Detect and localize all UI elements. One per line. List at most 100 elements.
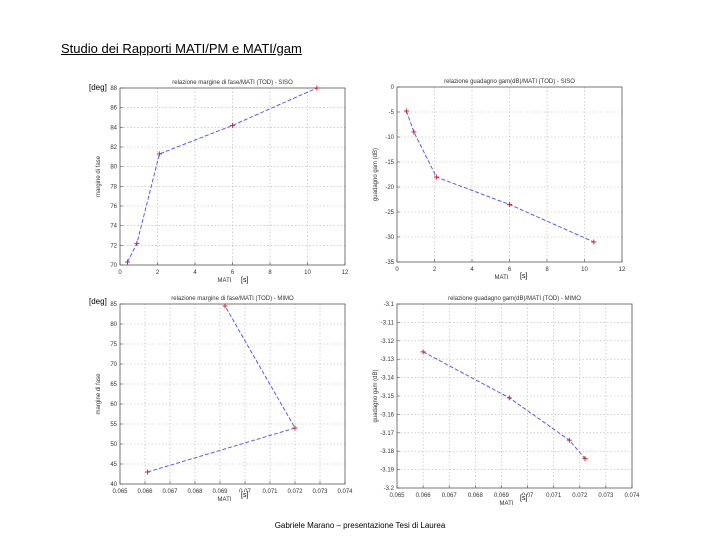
x-tick-label: 0.068 — [468, 493, 484, 499]
x-tick-label: 6 — [508, 267, 512, 273]
x-tick-label: 0.071 — [262, 489, 278, 495]
data-point-marker — [145, 469, 150, 475]
x-tick-label: 0.066 — [416, 493, 432, 499]
x-tick-label: 0.072 — [287, 489, 303, 495]
x-tick-label: 0.067 — [162, 489, 178, 495]
x-tick-label: 8 — [268, 270, 272, 276]
y-tick-label: -3.17 — [380, 431, 394, 437]
y-tick-label: -3.12 — [380, 339, 394, 345]
y-tick-label: 70 — [110, 362, 117, 368]
x-tick-label: 0.065 — [389, 493, 405, 499]
chart-title: relazione margine di fase/MATI (TOD) - M… — [171, 296, 294, 302]
y-tick-label: 86 — [110, 106, 117, 112]
x-tick-label: 6 — [231, 270, 235, 276]
y-tick-label: 74 — [110, 224, 117, 230]
y-tick-label: -10 — [385, 135, 394, 141]
deg-unit-tag-bottom: [deg] — [89, 297, 107, 306]
chart-title: relazione guadagno gam(dB)/MATI (TOD) - … — [444, 79, 575, 85]
y-tick-label: 40 — [110, 482, 117, 488]
x-axis-label: MATI — [500, 501, 514, 507]
data-point-marker — [292, 425, 298, 431]
y-tick-label: 76 — [110, 204, 117, 210]
y-tick-label: 75 — [110, 342, 117, 348]
x-tick-label: 0.065 — [112, 489, 128, 495]
x-tick-label: 0.074 — [624, 493, 640, 499]
x-tick-label: 0.068 — [187, 489, 203, 495]
x-tick-label: 10 — [304, 270, 311, 276]
y-axis-label: guadagno gam (dB) — [373, 369, 379, 422]
data-point-marker — [591, 239, 597, 245]
data-point-marker — [134, 240, 140, 246]
x-tick-label: 0.073 — [312, 489, 328, 495]
y-tick-label: 0 — [391, 85, 395, 91]
slide-title: Studio dei Rapporti MATI/PM e MATI/gam — [61, 41, 302, 56]
data-point-marker — [582, 456, 588, 462]
y-tick-label: -3.11 — [381, 320, 395, 326]
x-tick-label: 2 — [433, 267, 437, 273]
x-tick-label: 10 — [581, 267, 588, 273]
y-tick-label: 80 — [110, 322, 117, 328]
y-tick-label: -15 — [385, 160, 394, 166]
data-point-marker — [156, 151, 162, 157]
x-tick-label: 8 — [545, 267, 549, 273]
x-tick-label: 0.072 — [572, 493, 588, 499]
x-tick-label: 0.073 — [598, 493, 614, 499]
y-tick-label: 60 — [110, 402, 117, 408]
x-tick-label: 4 — [470, 267, 474, 273]
data-point-marker — [222, 303, 228, 309]
y-tick-label: 55 — [110, 422, 117, 428]
chart-title: relazione margine di fase/MATI (TOD) - S… — [172, 80, 293, 86]
x-tick-label: 2 — [156, 270, 160, 276]
y-tick-label: -3.14 — [380, 376, 394, 382]
x-tick-label: 0.069 — [212, 489, 228, 495]
seconds-unit-chart1: [s] — [240, 277, 250, 284]
y-tick-label: 84 — [110, 125, 117, 131]
x-tick-label: 0.066 — [137, 489, 153, 495]
y-tick-label: -3.18 — [380, 449, 394, 455]
x-tick-label: 0.069 — [494, 493, 510, 499]
x-tick-label: 0.074 — [337, 489, 353, 495]
x-axis-label: MATI — [495, 275, 509, 281]
y-tick-label: -35 — [385, 260, 394, 266]
seconds-unit-chart3: [s] — [240, 492, 250, 499]
y-axis-label: margine di fase — [96, 373, 102, 415]
data-point-marker — [125, 259, 130, 265]
data-point-marker — [314, 85, 320, 91]
x-axis-label: MATI — [218, 497, 232, 503]
x-tick-label: 12 — [342, 270, 349, 276]
x-tick-label: 0.067 — [442, 493, 458, 499]
x-tick-label: 0.071 — [546, 493, 562, 499]
plot-area — [120, 304, 345, 484]
data-point-marker — [403, 108, 409, 114]
data-point-marker — [420, 349, 426, 355]
x-tick-label: 12 — [619, 267, 626, 273]
y-tick-label: 78 — [110, 184, 117, 190]
data-point-marker — [506, 395, 512, 401]
y-tick-label: -5 — [389, 110, 395, 116]
data-point-marker — [433, 174, 439, 180]
data-point-marker — [566, 437, 572, 443]
y-axis-label: guadagno gam (dB) — [373, 148, 379, 201]
data-point-marker — [507, 202, 512, 207]
y-tick-label: -3.16 — [380, 412, 394, 418]
y-tick-label: -20 — [385, 185, 394, 191]
data-point-marker — [230, 122, 235, 128]
y-tick-label: 72 — [110, 243, 117, 249]
y-tick-label: 80 — [110, 165, 117, 171]
y-axis-label: margine di fase — [96, 155, 102, 197]
footer-text: Gabriele Marano – presentazione Tesi di … — [274, 521, 446, 530]
y-tick-label: -30 — [385, 235, 394, 241]
x-tick-label: 0 — [118, 270, 122, 276]
y-tick-label: 88 — [110, 86, 117, 92]
y-tick-label: -3.15 — [380, 394, 394, 400]
series-line — [127, 87, 318, 263]
axes-box — [119, 303, 346, 485]
data-point-marker — [411, 129, 417, 135]
seconds-unit-chart4: [s] — [519, 495, 529, 502]
y-tick-label: 65 — [110, 382, 117, 388]
y-tick-label: 50 — [110, 442, 117, 448]
